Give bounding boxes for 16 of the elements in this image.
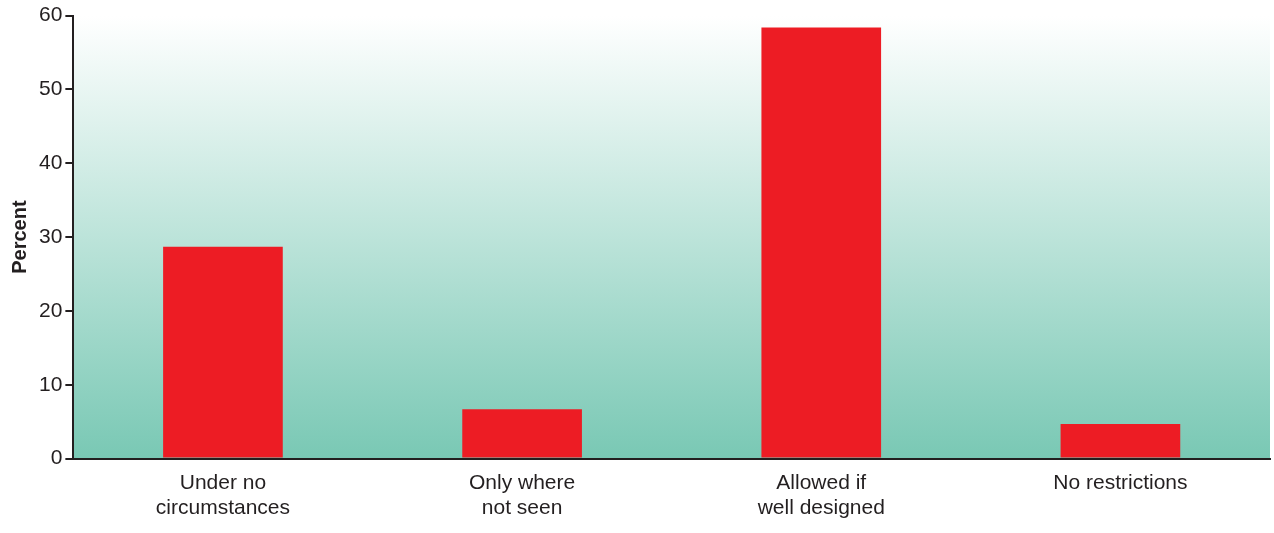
y-tick-label: 60 bbox=[39, 2, 63, 26]
y-tick-label: 30 bbox=[39, 223, 63, 247]
x-tick-label: Only where not seen bbox=[468, 470, 576, 519]
bar bbox=[163, 246, 283, 458]
bar bbox=[761, 27, 882, 458]
y-tick-label: 0 bbox=[50, 445, 63, 469]
y-tick-label: 50 bbox=[39, 76, 63, 100]
y-tick-label: 40 bbox=[39, 150, 63, 174]
y-tick-label: 20 bbox=[39, 297, 63, 321]
x-tick-label: Allowed if well designed bbox=[756, 470, 885, 519]
bar bbox=[1060, 423, 1181, 458]
y-tick-label: 10 bbox=[39, 371, 63, 395]
x-tick-label: No restrictions bbox=[1053, 470, 1188, 493]
y-axis-title: Percent bbox=[7, 200, 30, 274]
x-tick-label: Under no circumstances bbox=[155, 470, 291, 519]
bar bbox=[462, 409, 582, 458]
